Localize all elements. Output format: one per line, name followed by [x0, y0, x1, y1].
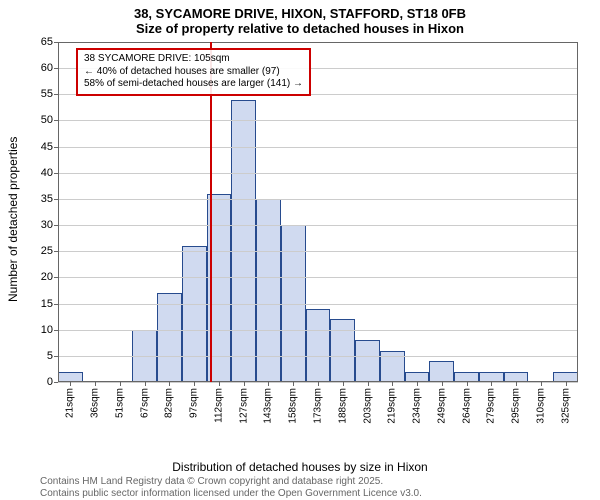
x-tick-label: 295sqm: [511, 382, 522, 424]
x-tick-label: 82sqm: [164, 382, 175, 418]
annotation-line2: ← 40% of detached houses are smaller (97…: [84, 66, 303, 79]
chart-container: 38, SYCAMORE DRIVE, HIXON, STAFFORD, ST1…: [0, 0, 600, 500]
x-tick-label: 188sqm: [337, 382, 348, 424]
y-tick-mark: [54, 199, 58, 200]
x-tick-label: 158sqm: [288, 382, 299, 424]
x-tick-label: 203sqm: [362, 382, 373, 424]
x-tick-label: 143sqm: [263, 382, 274, 424]
y-tick-mark: [54, 304, 58, 305]
annotation-line3: 58% of semi-detached houses are larger (…: [84, 78, 303, 91]
x-tick-label: 249sqm: [436, 382, 447, 424]
attribution-line2: Contains public sector information licen…: [40, 488, 422, 500]
x-axis-label: Distribution of detached houses by size …: [0, 460, 600, 474]
x-tick-label: 219sqm: [387, 382, 398, 424]
x-tick-label: 173sqm: [313, 382, 324, 424]
x-tick-label: 264sqm: [461, 382, 472, 424]
chart-title-line1: 38, SYCAMORE DRIVE, HIXON, STAFFORD, ST1…: [0, 0, 600, 21]
attribution: Contains HM Land Registry data © Crown c…: [40, 476, 422, 500]
x-tick-label: 21sqm: [65, 382, 76, 418]
y-tick-mark: [54, 173, 58, 174]
y-tick-mark: [54, 277, 58, 278]
y-tick-mark: [54, 94, 58, 95]
y-tick-mark: [54, 356, 58, 357]
y-tick-mark: [54, 251, 58, 252]
y-tick-mark: [54, 68, 58, 69]
x-tick-label: 51sqm: [114, 382, 125, 418]
x-tick-label: 36sqm: [90, 382, 101, 418]
x-tick-label: 279sqm: [486, 382, 497, 424]
x-tick-label: 234sqm: [412, 382, 423, 424]
y-tick-mark: [54, 147, 58, 148]
y-tick-mark: [54, 225, 58, 226]
y-axis-label: Number of detached properties: [6, 137, 20, 302]
x-tick-label: 112sqm: [213, 382, 224, 423]
chart-title-line2: Size of property relative to detached ho…: [0, 21, 600, 36]
x-tick-label: 310sqm: [535, 382, 546, 424]
x-tick-label: 127sqm: [238, 382, 249, 424]
attribution-line1: Contains HM Land Registry data © Crown c…: [40, 476, 422, 488]
y-tick-mark: [54, 120, 58, 121]
x-tick-label: 97sqm: [189, 382, 200, 418]
plot-area: 38 SYCAMORE DRIVE: 105sqm ← 40% of detac…: [58, 42, 578, 382]
x-tick-label: 325sqm: [560, 382, 571, 424]
y-tick-mark: [54, 330, 58, 331]
x-tick-label: 67sqm: [139, 382, 150, 418]
annotation-box: 38 SYCAMORE DRIVE: 105sqm ← 40% of detac…: [76, 48, 311, 96]
y-tick-mark: [54, 42, 58, 43]
y-tick-mark: [54, 382, 58, 383]
annotation-line1: 38 SYCAMORE DRIVE: 105sqm: [84, 53, 303, 66]
